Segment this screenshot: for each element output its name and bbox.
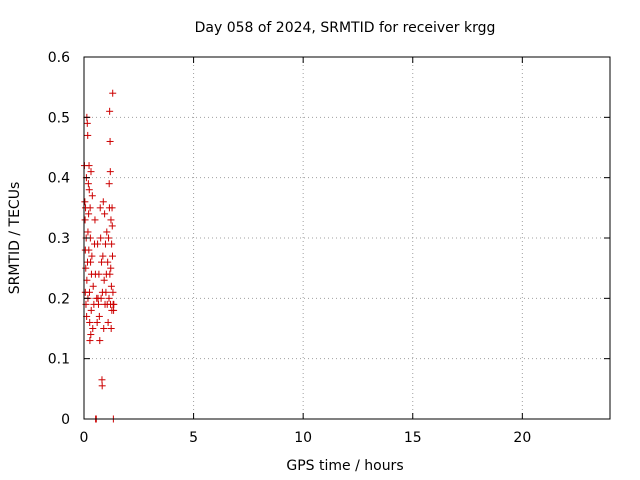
data-point bbox=[87, 306, 95, 314]
data-point bbox=[105, 180, 113, 188]
data-point bbox=[107, 282, 115, 290]
y-tick-label: 0.1 bbox=[48, 352, 70, 368]
data-point bbox=[106, 168, 114, 176]
y-tick-label: 0.6 bbox=[48, 50, 70, 66]
y-tick-label: 0.2 bbox=[48, 291, 70, 307]
data-point bbox=[103, 228, 111, 236]
data-point bbox=[93, 318, 101, 326]
data-point bbox=[101, 210, 109, 218]
data-point bbox=[89, 325, 97, 332]
data-point bbox=[99, 198, 107, 206]
data-point bbox=[81, 198, 89, 206]
data-point bbox=[96, 204, 104, 212]
y-tick-label: 0.4 bbox=[48, 171, 70, 187]
grid-lines bbox=[84, 57, 610, 419]
data-point bbox=[98, 258, 106, 266]
data-point bbox=[88, 252, 96, 260]
data-point bbox=[107, 325, 115, 332]
data-point bbox=[109, 89, 117, 97]
data-point bbox=[87, 168, 95, 176]
data-point bbox=[100, 325, 108, 332]
data-point bbox=[85, 288, 93, 296]
plot-frame bbox=[83, 56, 611, 420]
data-point bbox=[108, 240, 116, 248]
data-point bbox=[84, 131, 92, 139]
data-point bbox=[87, 331, 95, 339]
data-point bbox=[94, 300, 102, 308]
data-point bbox=[106, 270, 114, 278]
data-point bbox=[99, 252, 107, 260]
data-points bbox=[80, 89, 118, 423]
data-point bbox=[97, 294, 105, 302]
x-tick-label: 10 bbox=[294, 430, 312, 446]
data-point bbox=[91, 216, 99, 224]
data-point bbox=[94, 240, 102, 248]
x-tick-label: 0 bbox=[80, 430, 89, 446]
data-point bbox=[84, 228, 92, 236]
data-point bbox=[85, 162, 93, 170]
data-point bbox=[85, 246, 93, 254]
data-point bbox=[107, 264, 115, 272]
data-point bbox=[95, 270, 103, 278]
data-point bbox=[89, 282, 97, 290]
data-point bbox=[106, 107, 114, 115]
data-point bbox=[84, 180, 92, 188]
data-point bbox=[82, 264, 90, 272]
data-point bbox=[86, 204, 94, 212]
data-point bbox=[109, 288, 117, 296]
data-point bbox=[107, 216, 115, 224]
data-point bbox=[95, 312, 103, 320]
data-point bbox=[97, 234, 105, 242]
data-point bbox=[98, 382, 106, 390]
data-point bbox=[86, 318, 94, 326]
data-point bbox=[110, 300, 118, 308]
data-point bbox=[88, 192, 96, 200]
x-tick-label: 20 bbox=[513, 430, 531, 446]
data-point bbox=[100, 276, 108, 284]
y-axis-label: SRMTID / TECUs bbox=[7, 182, 23, 295]
data-point bbox=[102, 288, 110, 296]
data-point bbox=[83, 119, 91, 127]
x-axis-label: GPS time / hours bbox=[286, 458, 403, 474]
data-point bbox=[85, 210, 93, 218]
data-point bbox=[108, 252, 116, 260]
data-point bbox=[81, 216, 89, 224]
axis-ticks: 0 0.1 0.2 0.3 0.4 0.5 0.6 0 5 10 15 20 bbox=[48, 50, 610, 446]
data-point bbox=[85, 186, 93, 194]
data-point bbox=[87, 258, 95, 266]
data-point bbox=[106, 137, 114, 145]
data-point bbox=[96, 337, 104, 345]
data-point bbox=[104, 258, 112, 266]
x-tick-label: 15 bbox=[404, 430, 422, 446]
data-point bbox=[110, 306, 118, 314]
y-tick-label: 0.3 bbox=[48, 231, 70, 247]
data-point bbox=[86, 337, 94, 345]
data-point bbox=[98, 376, 106, 384]
data-point bbox=[101, 240, 109, 248]
data-point bbox=[104, 318, 112, 326]
data-point bbox=[105, 294, 113, 302]
data-point bbox=[108, 222, 116, 230]
data-point bbox=[105, 234, 113, 242]
x-tick-label: 5 bbox=[189, 430, 198, 446]
y-tick-label: 0 bbox=[61, 412, 70, 428]
y-tick-label: 0.5 bbox=[48, 110, 70, 126]
data-point bbox=[83, 276, 91, 284]
chart-title: Day 058 of 2024, SRMTID for receiver krg… bbox=[195, 20, 496, 36]
data-point bbox=[108, 204, 116, 212]
